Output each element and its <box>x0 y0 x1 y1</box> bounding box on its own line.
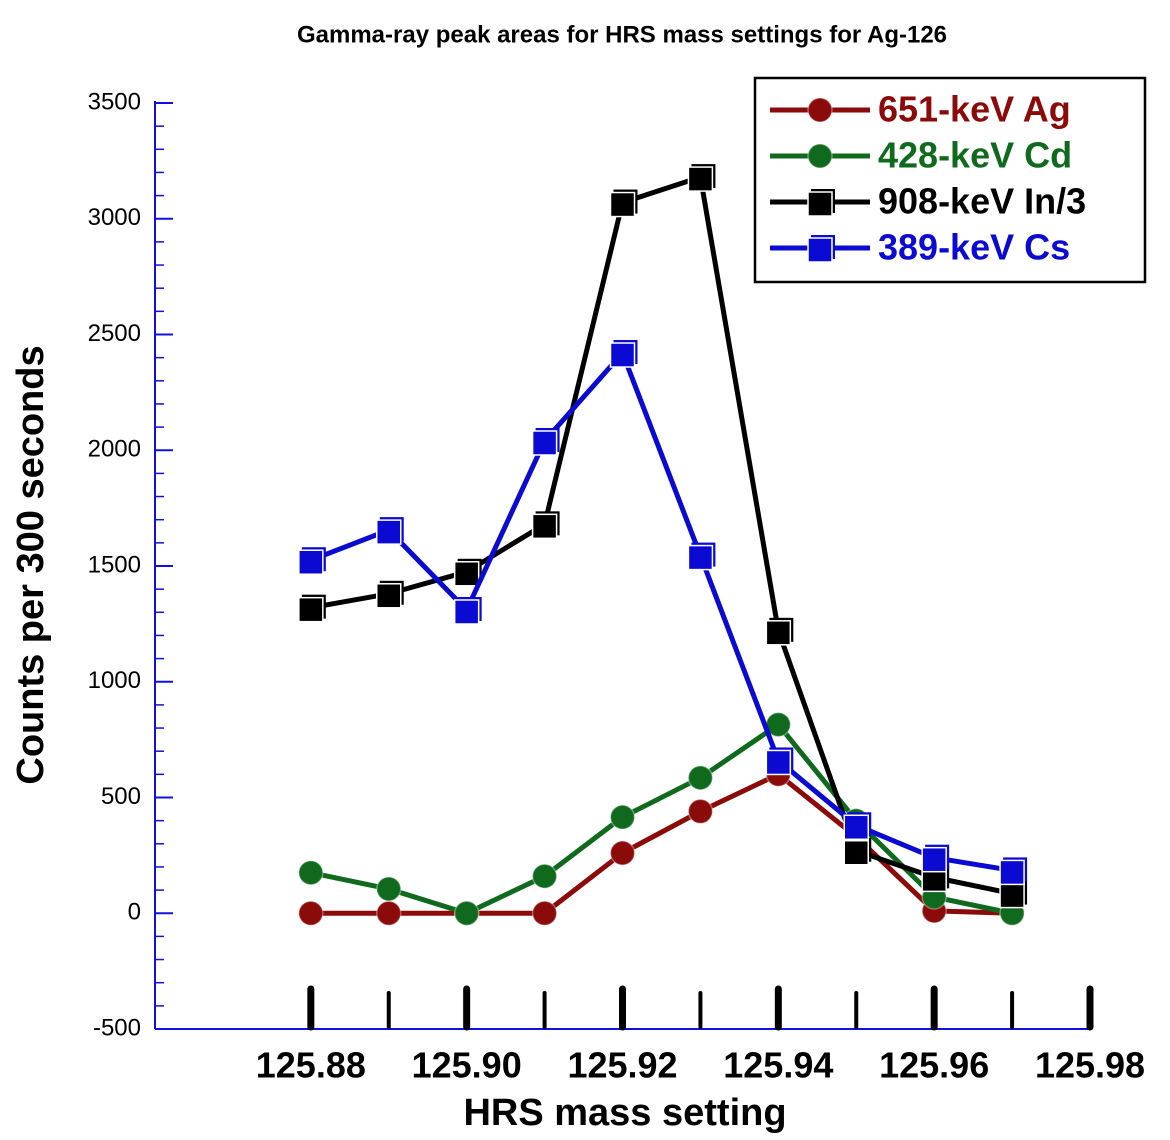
marker <box>765 620 792 646</box>
marker <box>298 596 324 623</box>
legend-label: 651-keV Ag <box>878 89 1071 130</box>
y-tick-label: 2000 <box>88 436 141 463</box>
series <box>298 340 1028 886</box>
marker <box>843 839 869 866</box>
marker <box>298 859 324 886</box>
legend-label: 428-keV Cd <box>878 135 1072 176</box>
marker <box>453 900 480 926</box>
marker <box>843 814 869 841</box>
marker <box>921 846 947 873</box>
marker <box>687 798 714 825</box>
marker <box>687 166 714 192</box>
marker <box>453 599 480 625</box>
x-tick-label: 125.90 <box>412 1045 522 1086</box>
marker <box>765 749 792 776</box>
series-line <box>309 350 1013 873</box>
y-tick-label: 0 <box>128 899 141 926</box>
y-tick-label: 1000 <box>88 667 141 694</box>
y-tick-label: 2500 <box>88 320 141 347</box>
marker <box>807 191 833 217</box>
marker <box>298 549 324 575</box>
legend-label: 908-keV In/3 <box>878 181 1086 222</box>
marker <box>807 237 833 263</box>
marker <box>531 900 558 926</box>
x-tick-label: 125.94 <box>723 1045 833 1086</box>
marker <box>376 519 402 545</box>
y-axis-label: Counts per 300 seconds <box>10 345 52 784</box>
series-line <box>310 174 1013 897</box>
marker <box>376 876 402 902</box>
x-axis-label: HRS mass setting <box>463 1092 786 1134</box>
marker <box>298 900 324 926</box>
y-tick-label: 3000 <box>88 204 141 231</box>
marker <box>531 430 558 456</box>
marker <box>531 513 558 540</box>
marker <box>609 191 636 218</box>
y-tick-label: -500 <box>93 1014 141 1041</box>
y-tick-label: 500 <box>101 783 141 810</box>
marker <box>531 863 558 889</box>
marker <box>807 143 833 169</box>
series-line <box>310 771 1013 916</box>
y-tick-label: 1500 <box>88 551 141 578</box>
marker <box>999 882 1025 909</box>
marker <box>453 561 480 587</box>
marker <box>609 840 636 866</box>
x-tick-label: 125.88 <box>256 1045 366 1086</box>
marker <box>609 804 636 830</box>
x-tick-label: 125.96 <box>879 1045 989 1086</box>
series <box>298 164 1028 909</box>
series <box>298 761 1025 926</box>
x-tick-label: 125.98 <box>1035 1045 1145 1086</box>
marker <box>687 544 714 571</box>
marker <box>999 859 1025 886</box>
marker <box>609 342 636 368</box>
chart-title: Gamma-ray peak areas for HRS mass settin… <box>297 21 947 48</box>
legend-label: 389-keV Cs <box>878 227 1070 268</box>
series-line <box>310 722 1013 916</box>
marker <box>807 97 833 123</box>
marker <box>376 583 402 609</box>
marker <box>687 765 714 791</box>
y-tick-label: 3500 <box>88 88 141 115</box>
marker <box>376 900 402 926</box>
x-tick-label: 125.92 <box>567 1045 677 1086</box>
